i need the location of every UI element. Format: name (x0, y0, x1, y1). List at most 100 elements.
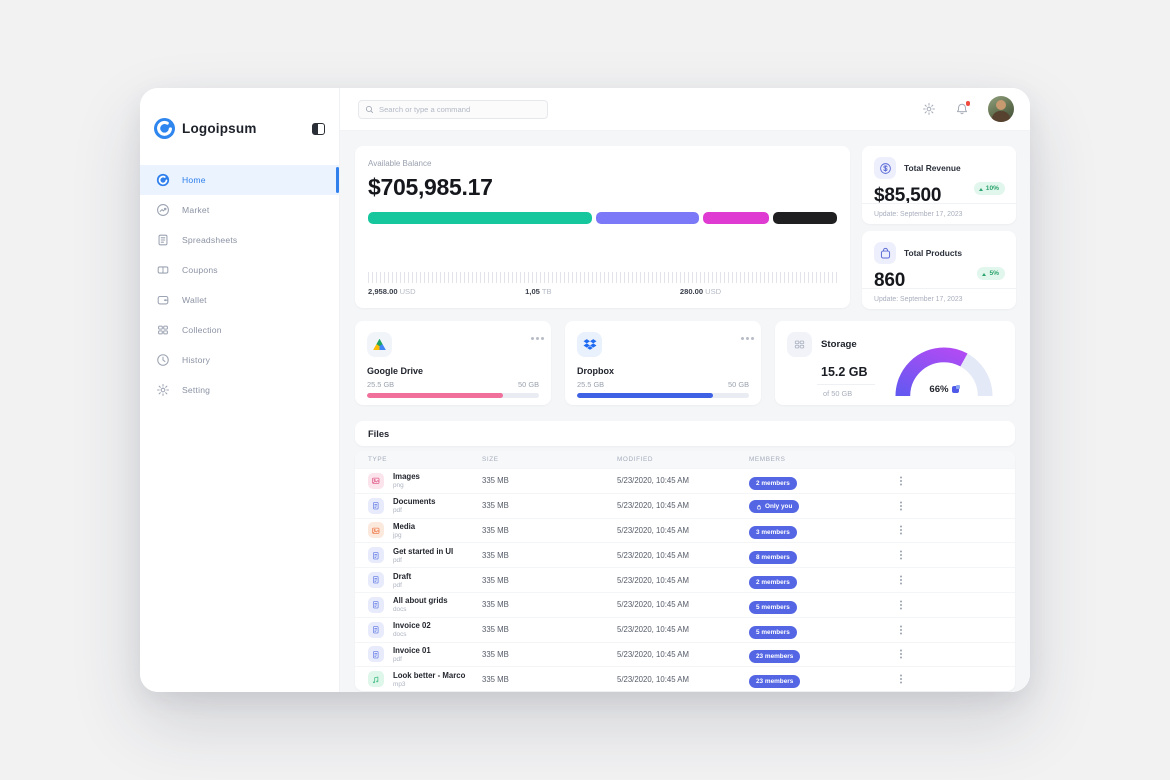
dashboard-content: Available Balance $705,985.17 (340, 131, 1030, 692)
usage-progress-fill (367, 393, 503, 398)
sidebar-item[interactable]: History (140, 345, 339, 375)
products-bag-icon (879, 247, 892, 260)
members-text: 8 members (756, 554, 790, 562)
sidebar-item[interactable]: Collection (140, 315, 339, 345)
row-menu-button[interactable] (900, 554, 902, 557)
file-actions-cell (899, 554, 1015, 557)
dollar-icon (879, 162, 892, 175)
sidebar-item[interactable]: Coupons (140, 255, 339, 285)
file-row[interactable]: Images png 335 MB 5/23/2020, 10:45 AM 2 … (355, 468, 1015, 493)
file-row[interactable]: Get started in UI pdf 335 MB 5/23/2020, … (355, 542, 1015, 568)
file-name: Get started in UI (393, 546, 454, 556)
file-meta: Images png (393, 472, 420, 489)
stat-icon-tile (874, 157, 896, 179)
sidebar-nav: Home Market (140, 165, 339, 405)
row-menu-button[interactable] (900, 628, 902, 631)
collection-icon (156, 323, 170, 337)
sidebar-item[interactable]: Home (140, 165, 339, 195)
audio-file-icon (371, 675, 381, 685)
spreadsheets-icon (156, 233, 170, 247)
sidebar-collapse-icon[interactable] (312, 122, 325, 135)
row-menu-button[interactable] (900, 603, 902, 606)
file-size: 335 MB (482, 600, 509, 610)
file-meta: Invoice 01 pdf (393, 646, 431, 663)
sidebar-item-icon (156, 203, 170, 217)
file-type-cell: Look better - Marco mp3 (355, 671, 482, 688)
sidebar-item-label: Collection (182, 325, 222, 335)
members-badge: 23 members (749, 650, 801, 664)
file-meta: Invoice 02 docs (393, 621, 431, 638)
sidebar-item[interactable]: Spreadsheets (140, 225, 339, 255)
row-menu-button[interactable] (900, 479, 902, 482)
stat-update-text: Update: September 17, 2023 (862, 203, 1016, 224)
balance-ruler-ticks (368, 272, 837, 283)
stat-update-text: Update: September 17, 2023 (862, 288, 1016, 309)
files-column-header: Members (749, 456, 786, 463)
sidebar-item-label: Coupons (182, 265, 218, 275)
sidebar-item-icon (156, 263, 170, 277)
file-row[interactable]: All about grids docs 335 MB 5/23/2020, 1… (355, 591, 1015, 617)
members-badge: 3 members (749, 526, 797, 540)
files-table-header: Type Size Modified Members (355, 451, 1015, 468)
members-text: 23 members (756, 653, 794, 661)
home-icon (156, 173, 170, 187)
balance-scale-label: 2,958.00 USD (368, 287, 416, 296)
row-menu-button[interactable] (900, 529, 902, 532)
sidebar-item[interactable]: Market (140, 195, 339, 225)
settings-button[interactable] (922, 102, 936, 116)
sidebar-item-icon (156, 173, 170, 187)
file-name: Images (393, 472, 420, 482)
members-badge: 2 members (749, 476, 797, 490)
usage-progress-track (367, 393, 539, 398)
dropbox-icon (583, 338, 597, 351)
file-modified: 5/23/2020, 10:45 AM (617, 476, 689, 486)
file-icon-tile (368, 572, 384, 589)
balance-segment (702, 212, 770, 224)
members-text: 3 members (756, 529, 790, 537)
file-row[interactable]: Media jpg 335 MB 5/23/2020, 10:45 AM 3 m… (355, 517, 1015, 543)
file-icon-tile (368, 671, 384, 688)
stat-value: 860 (874, 270, 906, 291)
storage-icon-tile (787, 332, 812, 357)
total-space: 50 GB (518, 380, 539, 389)
row-menu-button[interactable] (900, 653, 902, 656)
user-avatar[interactable] (988, 96, 1014, 122)
balance-scale-label: 280.00 USD (680, 287, 721, 296)
logo-icon (154, 118, 175, 139)
file-row[interactable]: Invoice 02 docs 335 MB 5/23/2020, 10:45 … (355, 616, 1015, 642)
cloud-service-icon-tile (577, 332, 602, 357)
file-icon-tile (368, 596, 384, 613)
storage-grid-icon (793, 338, 806, 351)
card-menu-button[interactable] (746, 337, 749, 340)
file-size: 335 MB (482, 501, 509, 511)
file-modified: 5/23/2020, 10:45 AM (617, 674, 689, 684)
stat-title: Total Revenue (904, 163, 961, 173)
notifications-button[interactable] (955, 100, 971, 116)
file-row[interactable]: Draft pdf 335 MB 5/23/2020, 10:45 AM 2 m… (355, 567, 1015, 592)
topbar (340, 88, 1030, 131)
row-menu-button[interactable] (900, 504, 902, 507)
file-modified: 5/23/2020, 10:45 AM (617, 575, 689, 585)
row-menu-button[interactable] (900, 678, 902, 681)
scale-unit: USD (399, 287, 416, 296)
file-row[interactable]: Invoice 01 pdf 335 MB 5/23/2020, 10:45 A… (355, 641, 1015, 667)
card-menu-button[interactable] (536, 337, 539, 340)
sidebar-item[interactable]: Wallet (140, 285, 339, 315)
file-type-cell: All about grids docs (355, 596, 482, 613)
cloud-usage-row: 25.5 GB 50 GB (367, 380, 539, 389)
row-menu-button[interactable] (900, 579, 902, 582)
document-file-icon (371, 501, 381, 511)
file-members-cell: 2 members (749, 472, 899, 490)
file-meta: Get started in UI pdf (393, 547, 453, 564)
search-input[interactable] (379, 104, 541, 114)
document-file-icon (371, 575, 381, 585)
file-row[interactable]: Documents pdf 335 MB 5/23/2020, 10:45 AM… (355, 492, 1015, 518)
file-extension: docs (393, 606, 407, 614)
file-icon-tile (368, 547, 384, 564)
sidebar-item[interactable]: Setting (140, 375, 339, 405)
file-row[interactable]: Look better - Marco mp3 335 MB 5/23/2020… (355, 666, 1015, 692)
market-icon (156, 203, 170, 217)
stat-title: Total Products (904, 248, 963, 258)
sidebar-item-label: Home (182, 175, 206, 185)
scale-unit: USD (705, 287, 722, 296)
